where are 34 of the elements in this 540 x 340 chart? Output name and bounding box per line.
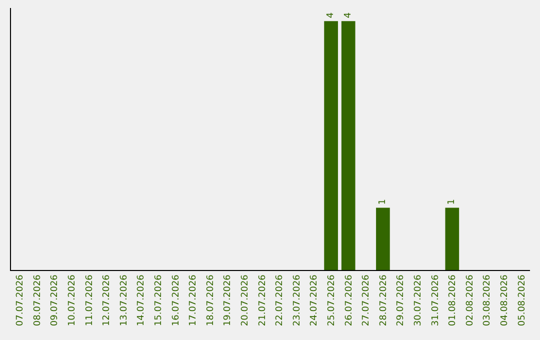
x-tick-label: 04.08.2026: [500, 274, 510, 326]
x-tick-label: 11.07.2026: [84, 274, 95, 326]
x-tick-label: 17.07.2026: [188, 274, 199, 326]
x-tick-label: 01.08.2026: [448, 274, 458, 326]
x-tick-label: 27.07.2026: [362, 274, 372, 326]
x-tick-label: 18.07.2026: [206, 274, 216, 326]
x-tick-label: 20.07.2026: [240, 274, 250, 326]
data-label: 4: [326, 12, 336, 18]
x-tick-label: 19.07.2026: [223, 274, 234, 326]
x-tick-label: 21.07.2026: [258, 274, 268, 326]
data-label: 1: [378, 199, 388, 205]
x-tick-label: 28.07.2026: [378, 274, 389, 326]
x-tick-label: 07.07.2026: [16, 274, 26, 326]
x-tick-label: 05.08.2026: [517, 274, 528, 326]
data-label: 4: [343, 12, 354, 18]
x-tick-label: 22.07.2026: [275, 274, 286, 326]
x-tick-label: 26.07.2026: [344, 274, 354, 326]
x-tick-label: 15.07.2026: [154, 274, 164, 326]
x-tick-label: 14.07.2026: [136, 274, 147, 326]
x-tick-label: 09.07.2026: [50, 274, 60, 326]
x-tick-label: 30.07.2026: [413, 274, 424, 326]
x-tick-label: 03.08.2026: [482, 274, 493, 326]
x-tick-label: 24.07.2026: [310, 274, 320, 326]
data-label: 1: [447, 199, 458, 205]
x-tick-label: 29.07.2026: [396, 274, 406, 326]
x-tick-label: 10.07.2026: [67, 274, 78, 326]
x-tick-label: 31.07.2026: [430, 274, 441, 326]
x-tick-label: 25.07.2026: [326, 274, 337, 326]
x-tick-label: 16.07.2026: [171, 274, 182, 326]
x-tick-label: 02.08.2026: [465, 274, 476, 326]
x-tick-label: 13.07.2026: [119, 274, 130, 326]
x-tick-label: 23.07.2026: [292, 274, 302, 326]
x-tick-label: 12.07.2026: [102, 274, 112, 326]
x-tick-label: 08.07.2026: [32, 274, 43, 326]
